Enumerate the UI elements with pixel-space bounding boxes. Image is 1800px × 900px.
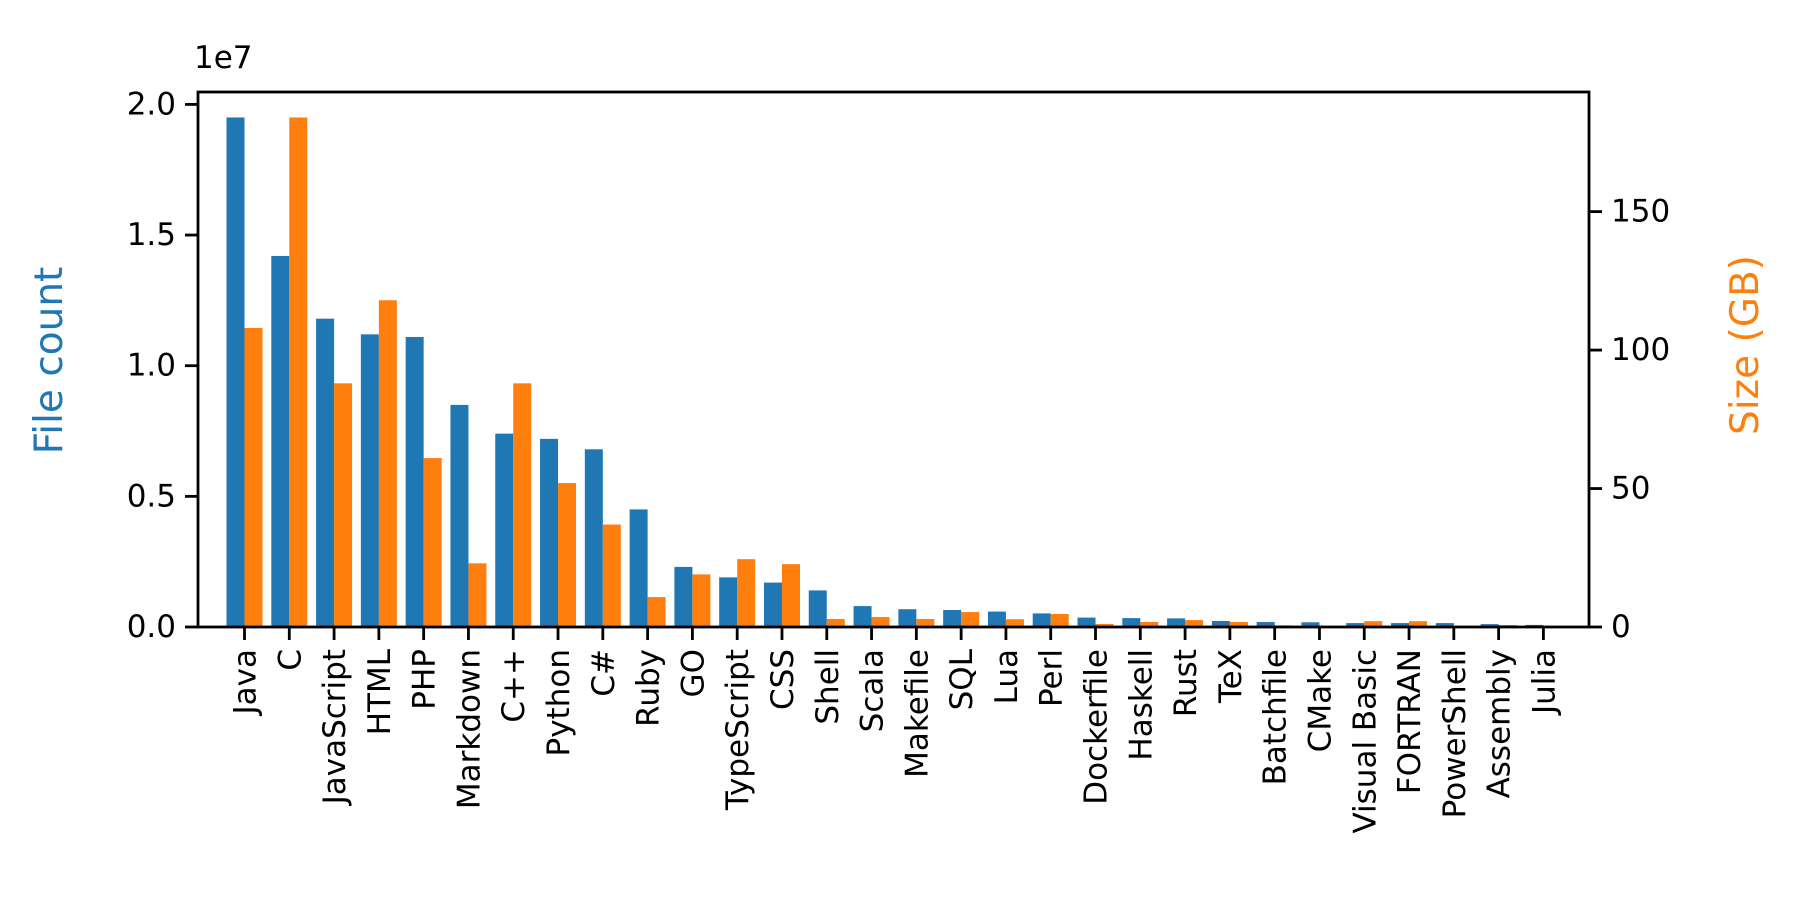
- left-tick-label: 0.0: [127, 609, 176, 645]
- bar-size-shell: [826, 618, 845, 627]
- bar-file-count-php: [405, 336, 424, 627]
- bar-file-count-visual-basic: [1346, 623, 1365, 627]
- bar-file-count-assembly: [1480, 624, 1499, 627]
- x-tick-label-go: GO: [675, 649, 711, 697]
- bar-size-c: [289, 117, 308, 627]
- x-tick-label-c: C++: [496, 649, 532, 723]
- bar-file-count-batchfile: [1256, 622, 1275, 627]
- x-tick-label-python: Python: [541, 649, 577, 756]
- x-tick-label-perl: Perl: [1034, 649, 1070, 707]
- right-tick-label: 50: [1611, 471, 1650, 507]
- bar-file-count-fortran: [1391, 623, 1410, 627]
- bar-size-markdown: [468, 563, 487, 627]
- bar-file-count-c: [584, 449, 603, 627]
- bar-file-count-perl: [1032, 613, 1051, 627]
- bar-file-count-html: [360, 334, 379, 627]
- bar-file-count-powershell: [1435, 623, 1454, 627]
- plot-spines: [196, 90, 1591, 629]
- x-tick-label-typescript: TypeScript: [720, 649, 756, 811]
- bar-file-count-tex: [1211, 620, 1230, 627]
- x-tick-label-batchfile: Batchfile: [1258, 649, 1294, 785]
- bar-file-count-markdown: [450, 404, 469, 627]
- bar-file-count-shell: [808, 590, 827, 627]
- x-tick-label-tex: TeX: [1213, 649, 1249, 704]
- right-tick-label: 0: [1611, 609, 1631, 645]
- x-tick-label-fortran: FORTRAN: [1392, 649, 1428, 794]
- bar-size-c: [513, 383, 532, 627]
- x-tick-label-java: Java: [228, 649, 264, 716]
- x-tick-label-javascript: JavaScript: [317, 649, 353, 806]
- bar-size-c: [602, 524, 621, 627]
- right-tick-label: 150: [1611, 194, 1670, 230]
- x-tick-label-rust: Rust: [1168, 649, 1204, 717]
- bar-size-scala: [871, 617, 890, 627]
- bar-size-makefile: [916, 618, 935, 627]
- bar-file-count-rust: [1167, 618, 1186, 627]
- bar-file-count-cmake: [1301, 622, 1320, 627]
- bar-size-python: [558, 483, 577, 627]
- bar-file-count-java: [226, 117, 245, 627]
- bar-size-java: [244, 327, 263, 627]
- bar-file-count-ruby: [629, 509, 648, 627]
- x-tick-label-php: PHP: [407, 649, 443, 710]
- x-tick-label-c: C: [272, 649, 308, 671]
- x-tick-label-makefile: Makefile: [899, 649, 935, 778]
- x-tick-label-visual-basic: Visual Basic: [1347, 649, 1383, 833]
- bar-size-tex: [1229, 622, 1248, 627]
- bar-size-php: [423, 458, 442, 627]
- bar-size-javascript: [334, 383, 353, 627]
- x-tick-label-julia: Julia: [1526, 649, 1562, 716]
- bar-file-count-dockerfile: [1077, 617, 1096, 627]
- bar-size-dockerfile: [1095, 623, 1114, 627]
- bar-size-go: [692, 574, 711, 627]
- bar-file-count-makefile: [898, 609, 917, 627]
- left-axis-title: File count: [27, 267, 72, 455]
- left-tick-label: 0.5: [127, 478, 176, 514]
- bar-file-count-css: [763, 582, 782, 627]
- left-axis-offset-label: 1e7: [194, 40, 253, 76]
- bar-file-count-scala: [853, 606, 872, 627]
- left-tick-label: 2.0: [127, 86, 176, 122]
- right-axis-title: Size (GB): [1723, 255, 1768, 435]
- bar-file-count-go: [674, 566, 693, 627]
- x-tick-label-powershell: PowerShell: [1437, 649, 1473, 818]
- x-tick-label-shell: Shell: [810, 649, 846, 725]
- bar-file-count-haskell: [1122, 618, 1141, 627]
- bar-file-count-python: [540, 438, 559, 627]
- bar-size-haskell: [1140, 622, 1159, 627]
- bar-file-count-c: [271, 255, 290, 627]
- left-tick-label: 1.0: [127, 348, 176, 384]
- x-tick-label-lua: Lua: [989, 649, 1025, 704]
- x-tick-label-haskell: Haskell: [1123, 649, 1159, 761]
- x-tick-label-html: HTML: [362, 648, 398, 735]
- x-tick-label-cmake: CMake: [1302, 649, 1338, 752]
- left-tick-label: 1.5: [127, 217, 176, 253]
- bar-file-count-c: [495, 433, 514, 627]
- x-tick-label-c: C#: [586, 649, 622, 697]
- bar-size-typescript: [737, 559, 756, 627]
- x-tick-label-scala: Scala: [855, 649, 891, 732]
- bar-size-rust: [1185, 620, 1204, 627]
- bar-size-ruby: [647, 597, 666, 627]
- x-tick-label-dockerfile: Dockerfile: [1079, 649, 1115, 805]
- bar-size-html: [378, 300, 397, 627]
- bar-size-perl: [1050, 613, 1069, 627]
- bar-size-css: [781, 564, 800, 627]
- bar-file-count-lua: [987, 611, 1006, 627]
- bar-file-count-typescript: [719, 577, 738, 627]
- bar-size-sql: [961, 612, 980, 627]
- x-tick-label-markdown: Markdown: [451, 649, 487, 809]
- x-tick-label-ruby: Ruby: [631, 649, 667, 727]
- bar-size-fortran: [1409, 621, 1428, 627]
- right-tick-label: 100: [1611, 332, 1670, 368]
- bar-size-lua: [1005, 619, 1024, 627]
- x-tick-label-css: CSS: [765, 649, 801, 710]
- bar-size-visual-basic: [1364, 621, 1383, 627]
- bar-file-count-javascript: [316, 318, 335, 627]
- bar-file-count-sql: [943, 610, 962, 627]
- x-tick-label-sql: SQL: [944, 648, 980, 710]
- x-tick-label-assembly: Assembly: [1482, 649, 1518, 798]
